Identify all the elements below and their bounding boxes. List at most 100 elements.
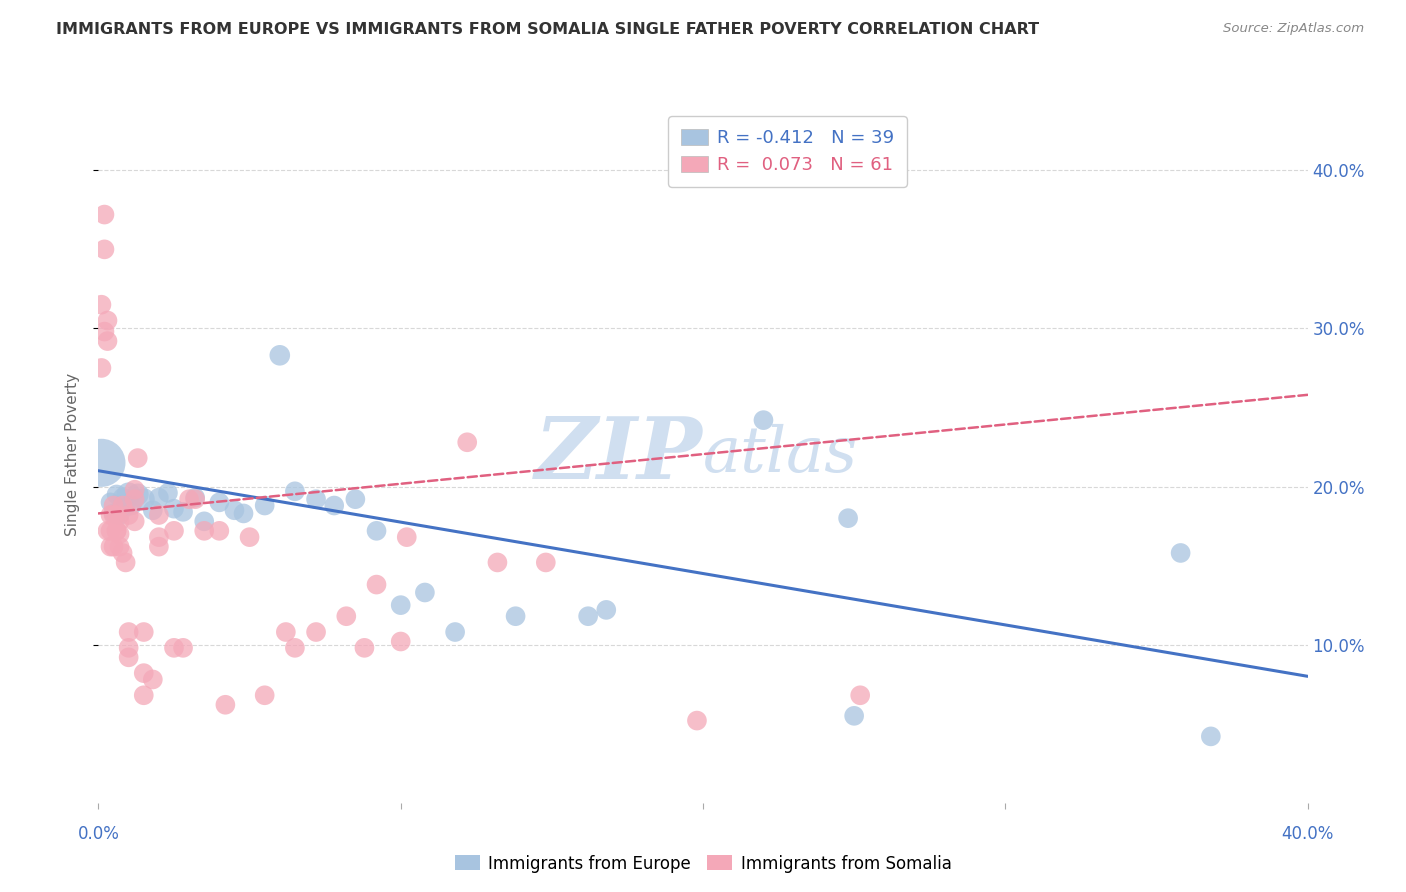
- Point: [100, 540, 122, 554]
- Point: [132, 688, 155, 702]
- Point: [90, 298, 112, 312]
- Point: [124, 483, 146, 497]
- Point: [90, 360, 112, 375]
- Legend: Immigrants from Europe, Immigrants from Somalia: Immigrants from Europe, Immigrants from …: [449, 848, 957, 880]
- Point: [114, 500, 136, 514]
- Point: [239, 530, 262, 544]
- Point: [148, 540, 170, 554]
- Text: Source: ZipAtlas.com: Source: ZipAtlas.com: [1223, 22, 1364, 36]
- Point: [148, 491, 170, 505]
- Point: [444, 625, 467, 640]
- Point: [100, 508, 122, 522]
- Point: [172, 505, 194, 519]
- Point: [100, 524, 122, 538]
- Point: [103, 540, 125, 554]
- Point: [132, 492, 155, 507]
- Point: [323, 499, 346, 513]
- Point: [108, 527, 131, 541]
- Point: [389, 598, 412, 612]
- Point: [486, 556, 509, 570]
- Point: [105, 524, 128, 538]
- Point: [93, 208, 115, 222]
- Point: [93, 325, 115, 339]
- Point: [163, 501, 186, 516]
- Text: 40.0%: 40.0%: [1281, 825, 1334, 843]
- Point: [127, 487, 149, 501]
- Text: 0.0%: 0.0%: [77, 825, 120, 843]
- Point: [108, 514, 131, 528]
- Point: [686, 714, 709, 728]
- Point: [132, 625, 155, 640]
- Point: [118, 487, 141, 501]
- Y-axis label: Single Father Poverty: Single Father Poverty: [65, 374, 80, 536]
- Point: [253, 499, 276, 513]
- Point: [118, 625, 141, 640]
- Point: [103, 507, 125, 521]
- Point: [105, 487, 128, 501]
- Point: [353, 640, 375, 655]
- Point: [124, 492, 146, 507]
- Point: [111, 546, 134, 560]
- Text: IMMIGRANTS FROM EUROPE VS IMMIGRANTS FROM SOMALIA SINGLE FATHER POVERTY CORRELAT: IMMIGRANTS FROM EUROPE VS IMMIGRANTS FRO…: [56, 22, 1039, 37]
- Point: [121, 499, 143, 513]
- Point: [118, 650, 141, 665]
- Point: [595, 603, 617, 617]
- Point: [274, 625, 297, 640]
- Point: [142, 503, 165, 517]
- Point: [96, 334, 118, 348]
- Point: [93, 243, 115, 257]
- Point: [163, 640, 186, 655]
- Point: [132, 666, 155, 681]
- Point: [156, 486, 179, 500]
- Point: [96, 313, 118, 327]
- Point: [172, 640, 194, 655]
- Point: [127, 451, 149, 466]
- Point: [105, 508, 128, 522]
- Point: [232, 507, 254, 521]
- Text: atlas: atlas: [703, 424, 858, 486]
- Point: [163, 524, 186, 538]
- Point: [1170, 546, 1192, 560]
- Point: [837, 511, 859, 525]
- Point: [752, 413, 775, 427]
- Point: [108, 540, 131, 554]
- Point: [269, 348, 291, 362]
- Point: [413, 585, 436, 599]
- Point: [103, 499, 125, 513]
- Point: [344, 492, 367, 507]
- Point: [208, 495, 231, 509]
- Legend: R = -0.412   N = 39, R =  0.073   N = 61: R = -0.412 N = 39, R = 0.073 N = 61: [668, 116, 907, 187]
- Point: [844, 708, 866, 723]
- Point: [305, 625, 328, 640]
- Point: [214, 698, 236, 712]
- Point: [111, 491, 134, 505]
- Point: [96, 524, 118, 538]
- Point: [118, 640, 141, 655]
- Point: [108, 508, 131, 522]
- Point: [366, 577, 388, 591]
- Point: [179, 492, 201, 507]
- Point: [366, 524, 388, 538]
- Point: [114, 556, 136, 570]
- Point: [849, 688, 872, 702]
- Point: [395, 530, 418, 544]
- Point: [103, 508, 125, 522]
- Point: [193, 524, 215, 538]
- Point: [505, 609, 527, 624]
- Point: [224, 503, 246, 517]
- Point: [148, 530, 170, 544]
- Point: [284, 484, 307, 499]
- Point: [253, 688, 276, 702]
- Point: [118, 508, 141, 522]
- Point: [184, 491, 207, 505]
- Point: [148, 508, 170, 522]
- Point: [184, 492, 207, 507]
- Point: [284, 640, 307, 655]
- Text: ZIP: ZIP: [536, 413, 703, 497]
- Point: [335, 609, 357, 624]
- Point: [456, 435, 478, 450]
- Point: [389, 634, 412, 648]
- Point: [90, 456, 112, 470]
- Point: [208, 524, 231, 538]
- Point: [142, 673, 165, 687]
